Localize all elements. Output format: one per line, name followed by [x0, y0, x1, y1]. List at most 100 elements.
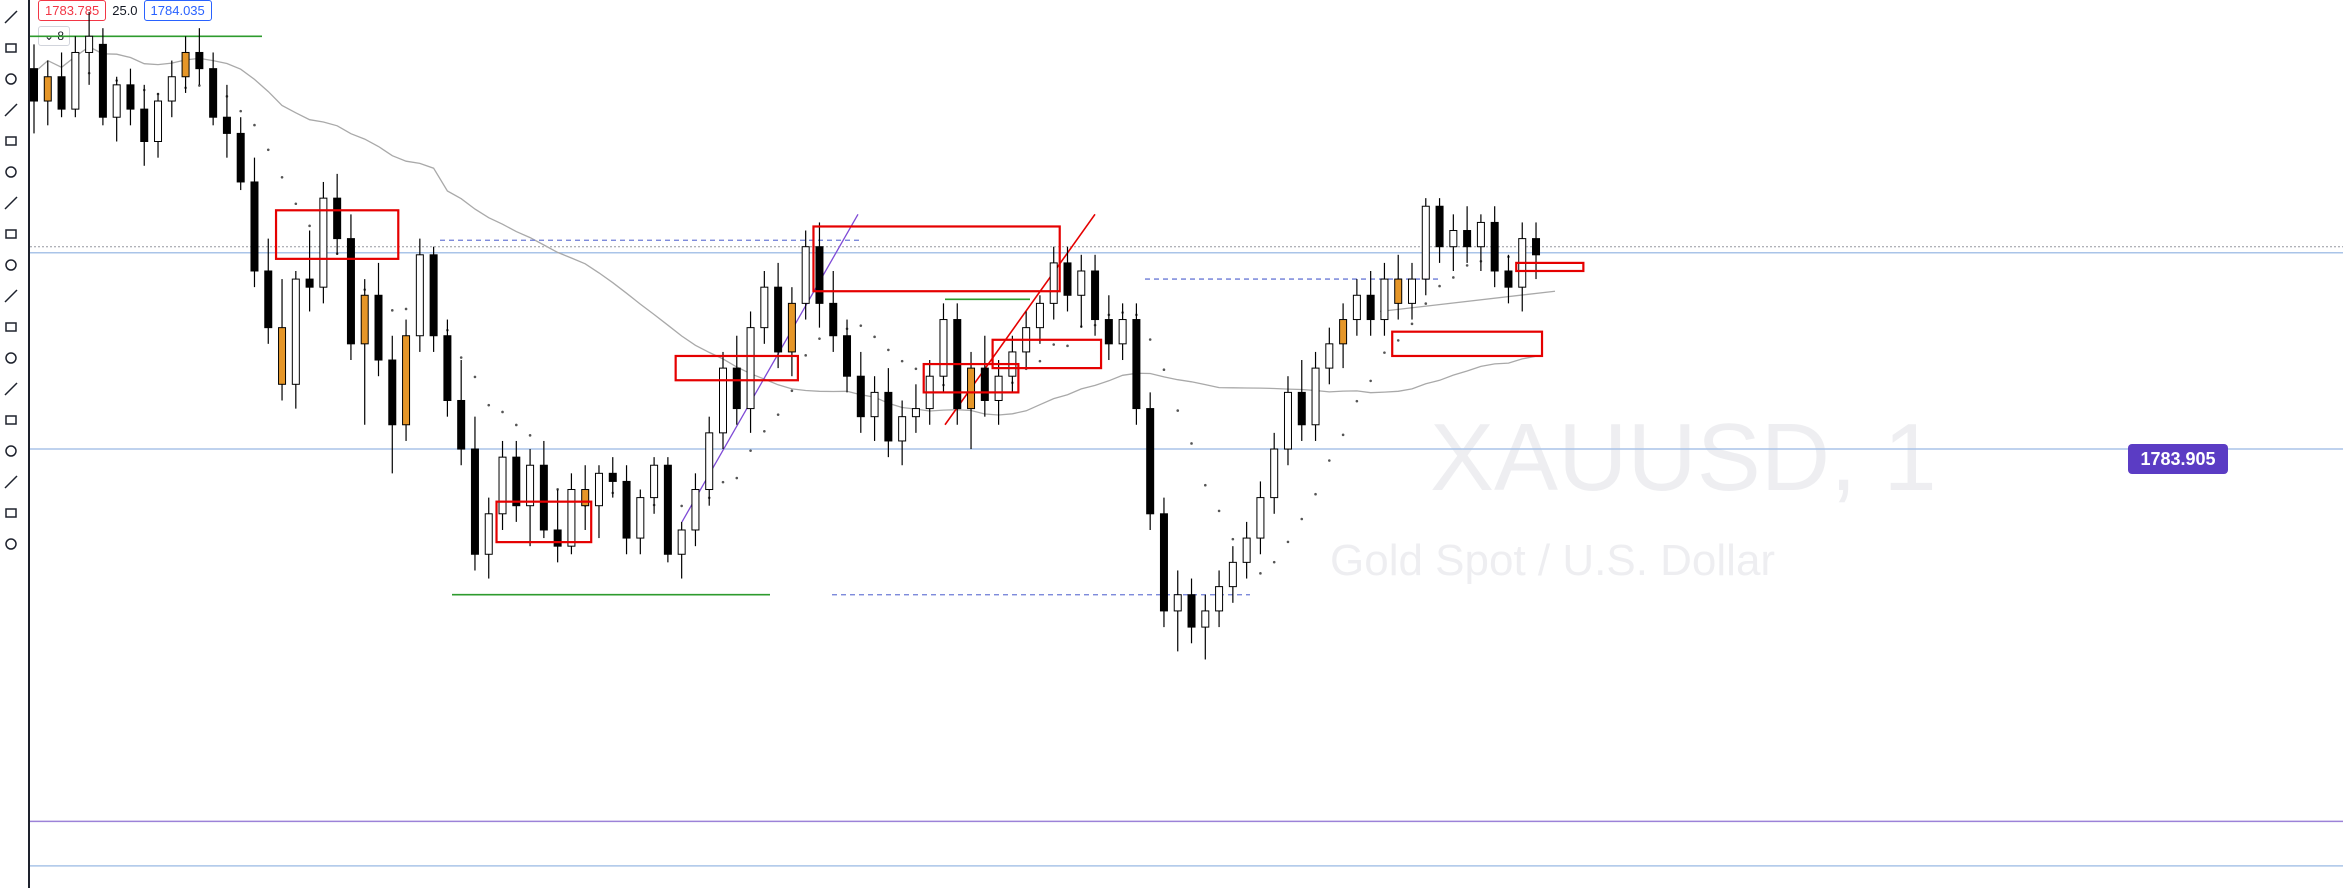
- magnet-icon[interactable]: [0, 378, 22, 400]
- fast-ma-dot: [1052, 343, 1056, 346]
- supply-demand-zone: [274, 209, 400, 260]
- fast-ma-dot: [749, 449, 752, 452]
- candle-body: [195, 51, 204, 70]
- candle-body: [1104, 319, 1113, 345]
- ruler-icon[interactable]: [0, 316, 22, 338]
- candle-body: [43, 76, 52, 102]
- rectangle-icon[interactable]: [0, 161, 22, 183]
- fast-ma-dot: [680, 504, 683, 508]
- fast-ma-dot: [459, 356, 463, 359]
- supply-demand-zone: [922, 362, 1020, 394]
- fast-ma-dot: [1148, 338, 1152, 341]
- fast-ma-dot: [1300, 517, 1304, 521]
- brush-icon[interactable]: [0, 99, 22, 121]
- fast-ma-dot: [1259, 572, 1262, 575]
- fast-ma-dot: [1066, 344, 1069, 348]
- candle-body: [291, 278, 300, 385]
- supply-demand-zone: [991, 338, 1103, 370]
- link-icon[interactable]: [0, 502, 22, 524]
- watermark-symbol: XAUUSD, 1: [1430, 404, 1937, 511]
- candle-body: [581, 489, 590, 507]
- candle-body: [402, 335, 411, 426]
- lock-drawing-icon[interactable]: [0, 409, 22, 431]
- candle-body: [1091, 270, 1100, 321]
- candle-body: [1146, 408, 1155, 515]
- candle-body: [829, 302, 838, 337]
- candle-body: [250, 181, 259, 272]
- fast-ma-dot: [1038, 359, 1042, 363]
- candle-body: [1256, 497, 1265, 539]
- fast-ma-dot: [487, 403, 491, 407]
- text-icon[interactable]: [0, 223, 22, 245]
- candle-body: [319, 197, 328, 288]
- candle-body: [305, 278, 314, 288]
- candle-body: [1173, 594, 1182, 612]
- candle-body: [622, 480, 631, 539]
- candle-body: [1325, 343, 1334, 369]
- candle-body: [1352, 294, 1361, 321]
- fast-ma-dot: [1217, 509, 1221, 513]
- candle-body: [1532, 238, 1541, 256]
- fast-ma-dot: [294, 202, 298, 206]
- candle-body: [1228, 561, 1237, 588]
- trash-icon[interactable]: [0, 533, 22, 555]
- crosshair-icon[interactable]: [0, 6, 22, 28]
- candle-body: [167, 76, 176, 102]
- candle-body: [856, 375, 865, 418]
- ask-price-button[interactable]: 1784.035: [143, 0, 212, 21]
- candle-body: [346, 238, 355, 345]
- candle-body: [209, 68, 218, 118]
- candle-body: [1201, 610, 1210, 628]
- candle-body: [594, 472, 603, 507]
- fast-ma-dot: [887, 348, 890, 352]
- fast-ma-dot: [804, 354, 807, 357]
- eye-icon[interactable]: [0, 471, 22, 493]
- short-ma-line: [1379, 290, 1556, 313]
- candle-body: [85, 35, 94, 53]
- arrow-icon[interactable]: [0, 130, 22, 152]
- candle-body: [760, 286, 769, 329]
- candle-body: [539, 464, 548, 531]
- candle-body: [746, 327, 755, 410]
- candle-body: [1049, 262, 1058, 304]
- candle-body: [30, 68, 38, 102]
- candle-body: [1270, 448, 1279, 499]
- fast-ma-dot: [873, 335, 876, 339]
- candle-body: [484, 513, 493, 555]
- zoom-icon[interactable]: [0, 347, 22, 369]
- candle-body: [815, 246, 824, 304]
- fast-ma-dot: [556, 488, 559, 491]
- fast-ma-dot: [721, 480, 725, 484]
- candle-body: [1476, 221, 1485, 248]
- candle-body: [870, 391, 879, 418]
- candle-body: [264, 270, 273, 329]
- lock-icon[interactable]: [0, 440, 22, 462]
- pen-icon[interactable]: [0, 192, 22, 214]
- candle-body: [429, 254, 438, 337]
- fast-ma-dot: [1286, 540, 1290, 544]
- fast-ma-dot: [1369, 379, 1372, 383]
- candle-body: [470, 448, 479, 555]
- candle-body: [1118, 319, 1127, 345]
- candle-body: [884, 391, 893, 442]
- candle-body: [967, 367, 976, 410]
- fast-ma-dot: [239, 109, 242, 113]
- pattern-icon[interactable]: [0, 254, 22, 276]
- candle-body: [774, 286, 783, 353]
- fast-ma-dot: [1383, 351, 1386, 354]
- candle-body: [787, 302, 796, 353]
- candle-body: [443, 335, 452, 401]
- drawing-toolbar: [0, 0, 30, 888]
- candle-body: [719, 367, 727, 434]
- candle-body: [526, 464, 535, 507]
- trend-line-icon[interactable]: [0, 37, 22, 59]
- prediction-icon[interactable]: [0, 285, 22, 307]
- fast-ma-dot: [1328, 459, 1331, 462]
- candle-body: [1435, 205, 1444, 248]
- fast-ma-dot: [763, 429, 766, 433]
- fast-ma-dot: [501, 410, 504, 414]
- fib-icon[interactable]: [0, 68, 22, 90]
- candle-body: [650, 464, 659, 499]
- candle-body: [1159, 513, 1168, 612]
